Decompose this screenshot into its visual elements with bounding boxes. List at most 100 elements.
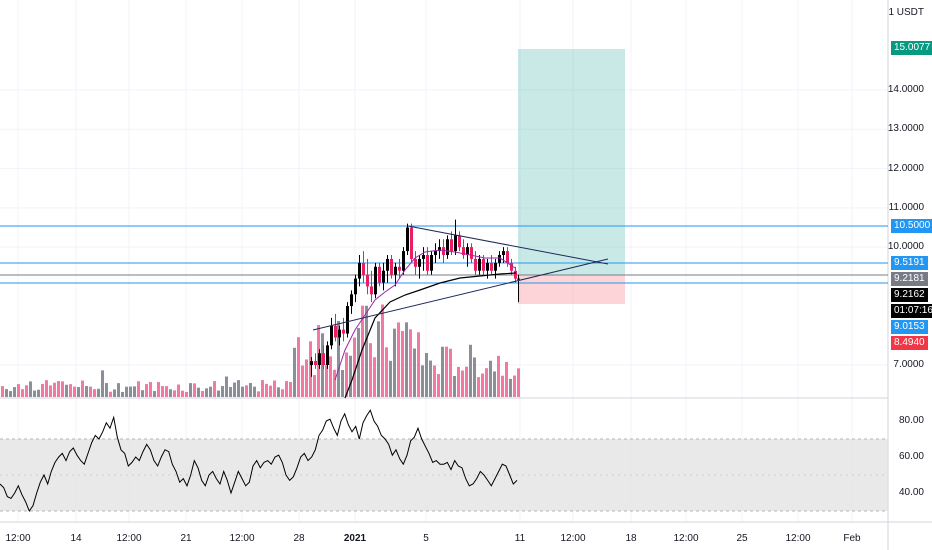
rsi-line <box>0 409 518 513</box>
volume-bar <box>353 337 356 397</box>
volume-bar <box>69 384 72 397</box>
volume-bar <box>121 391 124 397</box>
volume-bar <box>45 380 48 397</box>
volume-bar <box>429 360 432 397</box>
volume-bar <box>397 322 400 397</box>
volume-bar <box>493 371 496 397</box>
volume-bar <box>425 352 428 397</box>
volume-bar <box>341 369 344 397</box>
time-tick-label: 11 <box>514 533 526 544</box>
candle-body <box>498 255 501 263</box>
volume-bar <box>517 368 520 397</box>
time-tick-label: 12:00 <box>785 533 811 544</box>
volume-bar <box>369 343 372 397</box>
volume-bar <box>489 360 492 397</box>
candle-body <box>402 251 405 271</box>
volume-bar <box>201 391 204 397</box>
price-tag-support: 9.0153 <box>891 320 928 334</box>
volume-bar <box>497 355 500 397</box>
volume-bar <box>149 382 152 397</box>
candle-body <box>514 270 517 279</box>
candle-body <box>374 266 377 295</box>
volume-bar <box>265 383 268 397</box>
lower-trendline <box>312 258 609 331</box>
price-tick-label: 7.0000 <box>893 359 924 370</box>
candle-body <box>458 235 461 248</box>
currency-label[interactable]: 1 USDT <box>888 7 924 18</box>
volume-bar <box>385 347 388 397</box>
volume-bar <box>61 381 64 397</box>
volume-bar <box>261 380 264 397</box>
volume-bar <box>37 389 40 397</box>
candle-body <box>410 227 413 259</box>
volume-bar <box>21 389 24 397</box>
volume-bar <box>249 382 252 397</box>
candle-body <box>342 329 345 334</box>
volume-bar <box>289 382 292 397</box>
volume-bar <box>329 356 332 397</box>
volume-bar <box>237 380 240 397</box>
time-tick-label: 18 <box>625 533 637 544</box>
price-tag-resistance: 10.5000 <box>891 219 932 233</box>
time-tick-label: 5 <box>423 533 429 544</box>
candle-body <box>310 361 313 365</box>
upper-trendline <box>407 225 609 265</box>
volume-bar <box>5 389 8 397</box>
volume-bar <box>297 337 300 397</box>
volume-bar <box>157 382 160 397</box>
price-tag-level-2: 9.5191 <box>891 256 928 270</box>
price-tag-target: 15.0077 <box>891 41 932 55</box>
time-tick-label: 25 <box>736 533 748 544</box>
volume-bar <box>333 369 336 397</box>
volume-bar <box>145 384 148 397</box>
volume-bar <box>29 381 32 397</box>
volume-bar <box>17 384 20 397</box>
volume-bar <box>381 304 384 397</box>
volume-bar <box>57 381 60 397</box>
candle-body <box>350 294 353 307</box>
candle-body <box>482 258 485 271</box>
volume-bar <box>377 321 380 397</box>
candle-body <box>430 255 433 271</box>
volume-bar <box>349 355 352 397</box>
volume-bar <box>49 385 52 397</box>
volume-bar <box>505 361 508 397</box>
candle-body <box>438 247 441 252</box>
moving-average-line <box>344 272 517 399</box>
time-tick-label: 12:00 <box>560 533 586 544</box>
volume-bar <box>153 391 156 397</box>
volume-bar <box>173 390 176 397</box>
volume-bar <box>225 376 228 397</box>
time-tick-label: 2021 <box>343 533 367 544</box>
volume-bar <box>389 360 392 397</box>
volume-bar <box>89 386 92 397</box>
volume-bar <box>269 385 272 397</box>
price-tag-last-price: 9.2162 <box>891 288 928 302</box>
volume-bar <box>433 365 436 397</box>
volume-bar <box>393 328 396 397</box>
rsi-tick-label: 60.00 <box>898 451 924 462</box>
volume-bar <box>305 359 308 397</box>
volume-bar <box>457 366 460 397</box>
candle-body <box>366 274 369 287</box>
candle-body <box>382 270 385 283</box>
candle-body <box>422 255 425 259</box>
volume-bar <box>453 375 456 397</box>
candle-body <box>318 353 321 365</box>
candle-body <box>466 247 469 255</box>
volume-bar <box>469 344 472 397</box>
candle-body <box>502 251 505 255</box>
volume-bar <box>461 370 464 397</box>
candle-body <box>362 262 365 275</box>
volume-bar <box>137 381 140 397</box>
time-tick-label: 14 <box>70 533 82 544</box>
volume-bar <box>473 357 476 397</box>
volume-bar <box>213 381 216 397</box>
volume-bar <box>257 391 260 397</box>
volume-bar <box>309 341 312 397</box>
volume-bar <box>417 332 420 397</box>
volume-bar <box>253 386 256 397</box>
time-tick-label: 12:00 <box>116 533 142 544</box>
volume-bar <box>141 390 144 397</box>
